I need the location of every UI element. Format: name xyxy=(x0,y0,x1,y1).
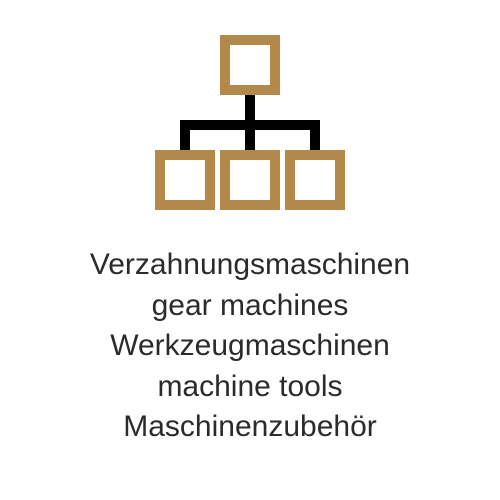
hierarchy-icon-svg xyxy=(140,30,360,220)
hierarchy-icon xyxy=(140,30,360,225)
caption-line: Verzahnungsmaschinen xyxy=(90,245,410,286)
caption-line: gear machines xyxy=(90,286,410,327)
caption-line: machine tools xyxy=(90,367,410,408)
caption-line: Maschinenzubehör xyxy=(90,407,410,448)
caption-text: Verzahnungsmaschinengear machinesWerkzeu… xyxy=(90,245,410,448)
infographic-card: Verzahnungsmaschinengear machinesWerkzeu… xyxy=(0,0,500,500)
caption-line: Werkzeugmaschinen xyxy=(90,326,410,367)
